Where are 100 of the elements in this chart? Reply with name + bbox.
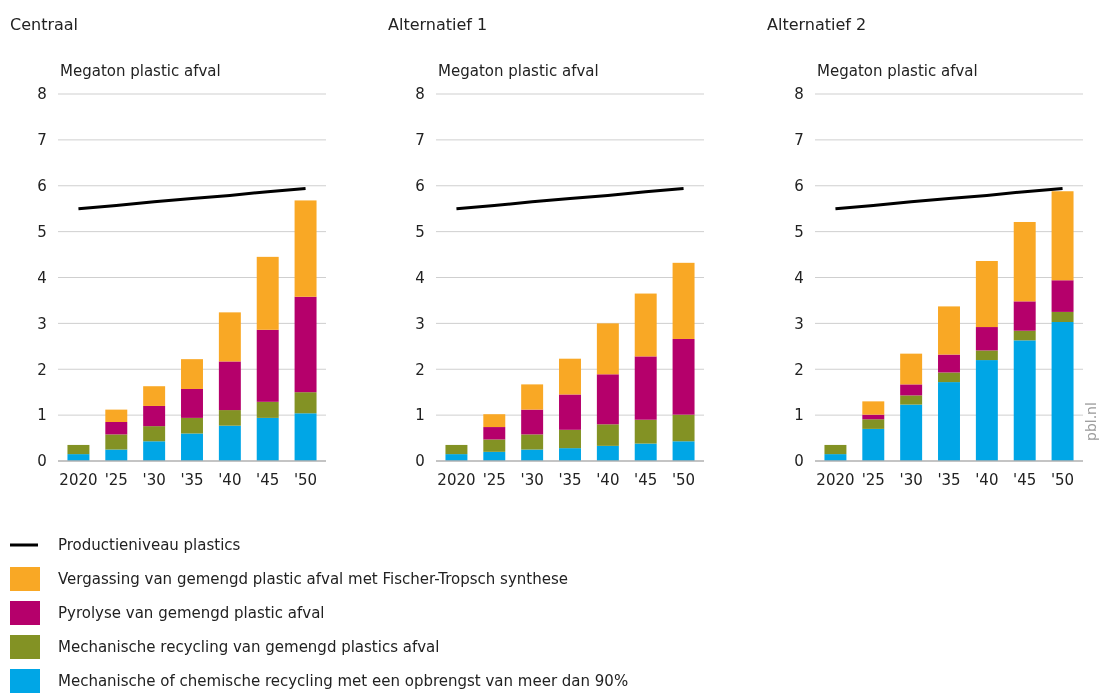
bar	[1051, 322, 1074, 461]
bar	[672, 262, 695, 339]
bar	[938, 354, 960, 373]
bar	[559, 358, 581, 395]
bar	[143, 426, 166, 442]
y-tick-label: 5	[794, 222, 804, 241]
line-series	[833, 187, 1065, 211]
legend-label: Pyrolyse van gemengd plastic afval	[58, 604, 325, 623]
bar	[256, 256, 279, 330]
bar	[521, 384, 544, 410]
x-tick-label: '50	[293, 471, 318, 489]
bar	[143, 405, 166, 427]
bar	[294, 413, 317, 461]
bar	[294, 296, 317, 393]
x-tick-label: '25	[104, 471, 128, 489]
bar	[900, 395, 923, 405]
y-tick-label: 8	[794, 85, 804, 104]
y-axis-title: Megaton plastic afval	[817, 62, 978, 80]
y-tick-label: 2	[37, 360, 47, 379]
bar	[975, 260, 998, 328]
y-tick-label: 3	[37, 314, 47, 333]
y-axis-title: Megaton plastic afval	[438, 62, 599, 80]
bar	[596, 424, 619, 446]
bar	[483, 427, 506, 440]
y-tick-label: 6	[37, 177, 47, 195]
bar	[672, 338, 695, 415]
bar	[975, 350, 998, 361]
bar	[672, 414, 695, 442]
y-tick-label: 1	[415, 406, 425, 425]
x-tick-label: '30	[142, 471, 166, 489]
y-axis-title: Megaton plastic afval	[60, 62, 221, 80]
x-tick-label: '25	[861, 471, 885, 489]
bar	[143, 441, 166, 461]
bar	[559, 448, 581, 461]
x-tick-label: 2020	[816, 471, 855, 489]
x-tick-label: 2020	[437, 471, 476, 489]
legend-label: Mechanische recycling van gemengd plastics afval	[58, 638, 440, 657]
bar	[181, 417, 203, 434]
bar	[900, 353, 923, 385]
y-tick-label: 0	[794, 452, 804, 471]
x-tick-label: '30	[520, 471, 544, 489]
chart-title: Alternatief 2	[767, 15, 867, 34]
bar	[634, 419, 657, 444]
bar	[67, 444, 90, 455]
y-tick-label: 1	[37, 406, 47, 425]
bar	[634, 293, 657, 357]
x-tick-label: '40	[596, 471, 620, 489]
bar	[218, 425, 241, 461]
x-tick-label: '30	[899, 471, 923, 489]
y-tick-label: 5	[415, 222, 425, 241]
bar	[1051, 191, 1074, 281]
bar	[1051, 280, 1074, 312]
y-tick-label: 3	[415, 314, 425, 333]
bar	[938, 306, 960, 355]
chart-title: Alternatief 1	[388, 15, 488, 34]
y-tick-label: 7	[415, 131, 425, 150]
bar	[521, 409, 544, 435]
bar	[1051, 311, 1074, 322]
legend-label: Vergassing van gemengd plastic afval met Fischer-Tropsch synthese	[58, 570, 568, 589]
bar	[559, 429, 581, 449]
y-tick-label: 1	[794, 406, 804, 425]
x-tick-label: '50	[671, 471, 696, 489]
y-tick-label: 4	[794, 268, 804, 287]
annotation: pbl.nl	[1083, 402, 1099, 441]
x-tick-label: '35	[180, 471, 204, 489]
y-tick-label: 8	[37, 85, 47, 104]
bar	[218, 312, 241, 362]
bar	[862, 401, 885, 415]
x-tick-label: '35	[937, 471, 961, 489]
y-tick-label: 0	[37, 452, 47, 471]
y-tick-label: 4	[37, 268, 47, 287]
chart-title: Centraal	[10, 15, 79, 34]
y-tick-label: 0	[415, 452, 425, 471]
bar	[975, 360, 998, 461]
bar	[181, 433, 203, 461]
bar	[105, 422, 128, 435]
bar	[1013, 340, 1036, 461]
x-tick-label: 2020	[59, 471, 98, 489]
y-tick-label: 2	[794, 360, 804, 379]
bar	[181, 359, 203, 389]
y-tick-label: 6	[794, 177, 804, 195]
y-tick-label: 2	[415, 360, 425, 379]
y-tick-label: 7	[794, 131, 804, 150]
bar	[521, 434, 544, 450]
bar	[824, 444, 847, 455]
legend-label: Productieniveau plastics	[58, 536, 241, 555]
bar	[105, 409, 128, 423]
legend-label: Mechanische of chemische recycling met een opbrengst van meer dan 90%	[58, 672, 629, 691]
x-tick-label: '40	[218, 471, 242, 489]
bar	[1013, 330, 1036, 341]
bar	[596, 323, 619, 375]
bar	[634, 443, 657, 461]
bar	[294, 200, 317, 297]
bar	[862, 419, 885, 429]
x-tick-label: '25	[482, 471, 506, 489]
bar	[596, 445, 619, 461]
bar	[672, 441, 695, 461]
x-tick-label: '50	[1050, 471, 1075, 489]
x-tick-label: '40	[975, 471, 999, 489]
bar	[938, 372, 960, 383]
